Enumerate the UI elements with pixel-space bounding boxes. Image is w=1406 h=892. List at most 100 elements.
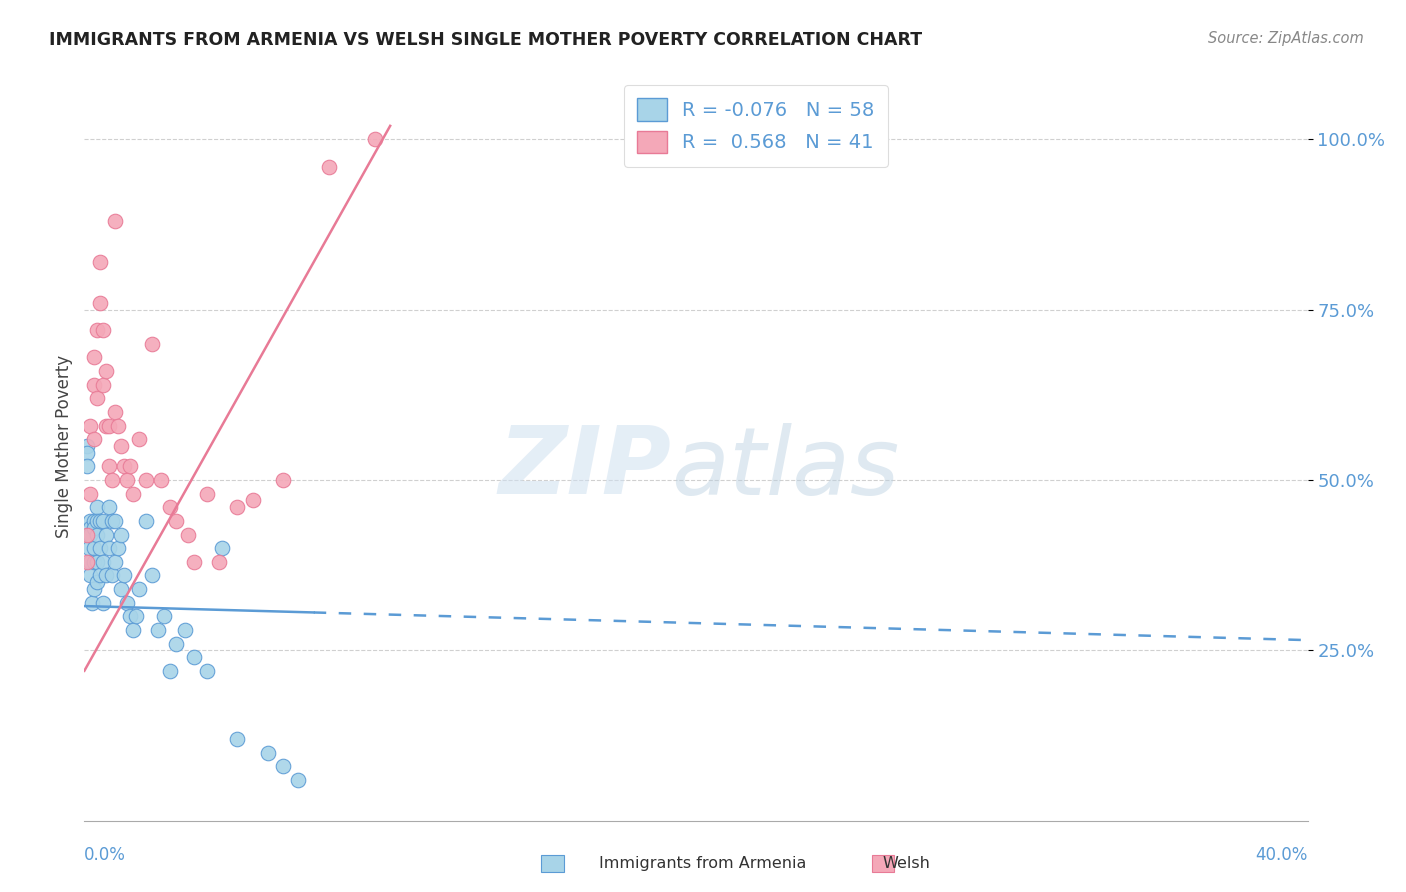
Point [107,541,129,556]
Point [97,459,120,474]
Point [86,575,108,590]
Point [97,541,120,556]
Point [91,555,114,569]
Point [79,514,101,528]
Point [86,500,108,515]
Point [104,214,127,228]
Point [271,473,294,487]
Point [146,623,169,637]
Point [226,731,249,746]
Point [159,664,181,678]
Point [120,609,142,624]
Point [94,418,117,433]
Point [159,500,181,515]
Point [97,418,120,433]
Point [83,582,105,596]
Point [83,541,105,556]
Point [141,336,163,351]
Point [83,377,105,392]
Point [242,493,264,508]
Point [89,541,111,556]
Point [79,521,101,535]
Point [104,405,127,419]
Point [86,323,108,337]
Point [76,446,98,460]
Text: IMMIGRANTS FROM ARMENIA VS WELSH SINGLE MOTHER POVERTY CORRELATION CHART: IMMIGRANTS FROM ARMENIA VS WELSH SINGLE … [49,31,922,49]
Point [91,514,114,528]
Point [115,596,138,610]
Point [112,459,135,474]
Point [271,759,294,773]
Point [91,596,114,610]
Point [79,418,101,433]
Point [86,514,108,528]
Point [177,527,200,541]
Point [101,473,124,487]
Point [94,568,117,582]
Point [83,521,105,535]
Text: 40.0%: 40.0% [1256,846,1308,863]
Point [128,432,150,446]
Point [174,623,197,637]
Point [208,555,231,569]
Point [211,541,233,556]
Point [257,746,280,760]
Point [76,459,98,474]
Point [79,555,101,569]
Point [79,527,101,541]
Point [128,582,150,596]
Point [135,473,157,487]
Point [122,486,145,500]
Point [77,527,100,541]
Point [86,555,108,569]
Legend: R = -0.076   N = 58, R =  0.568   N = 41: R = -0.076 N = 58, R = 0.568 N = 41 [624,85,889,167]
Point [122,623,145,637]
Text: 0.0%: 0.0% [84,846,127,863]
Point [101,514,124,528]
Point [153,609,176,624]
Point [110,439,132,453]
Point [89,296,111,310]
Point [89,568,111,582]
Point [226,500,249,515]
Point [83,432,105,446]
Point [110,527,132,541]
Point [141,568,163,582]
Point [89,255,111,269]
Text: ZIP: ZIP [499,423,672,515]
Point [86,527,108,541]
Point [110,582,132,596]
Point [91,323,114,337]
Text: Immigrants from Armenia: Immigrants from Armenia [599,856,807,871]
Text: Source: ZipAtlas.com: Source: ZipAtlas.com [1208,31,1364,46]
Point [135,514,157,528]
Text: atlas: atlas [672,423,900,514]
Point [76,527,98,541]
Point [104,514,127,528]
Y-axis label: Single Mother Poverty: Single Mother Poverty [55,354,73,538]
Point [97,500,120,515]
Point [86,392,108,406]
Text: Welsh: Welsh [883,856,931,871]
Point [83,514,105,528]
Point [91,377,114,392]
Point [115,473,138,487]
Point [76,555,98,569]
Point [104,555,127,569]
Point [83,351,105,365]
Point [183,650,205,665]
Point [183,555,205,569]
Point [364,132,387,146]
Point [107,418,129,433]
Point [318,160,340,174]
Point [79,568,101,582]
Point [112,568,135,582]
Point [165,636,187,650]
Point [77,541,100,556]
Point [79,486,101,500]
Point [94,364,117,378]
Point [165,514,187,528]
Point [83,555,105,569]
Point [195,486,218,500]
Point [80,596,103,610]
